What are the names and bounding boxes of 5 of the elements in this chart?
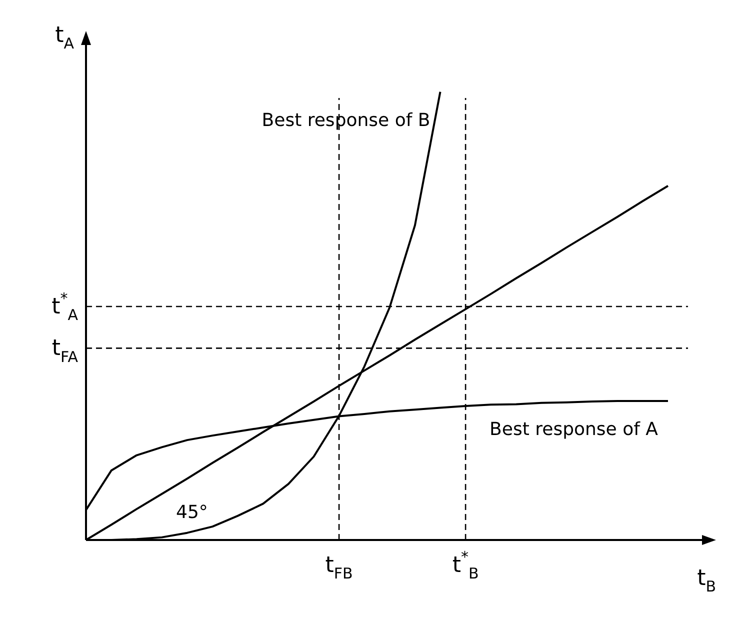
series-label: Best response of A — [490, 419, 659, 440]
annotation: 45° — [176, 502, 208, 523]
series-label: Best response of B — [262, 110, 430, 131]
x-tick-label: t*B — [452, 548, 479, 583]
ref-line-label: t*A — [52, 290, 79, 324]
